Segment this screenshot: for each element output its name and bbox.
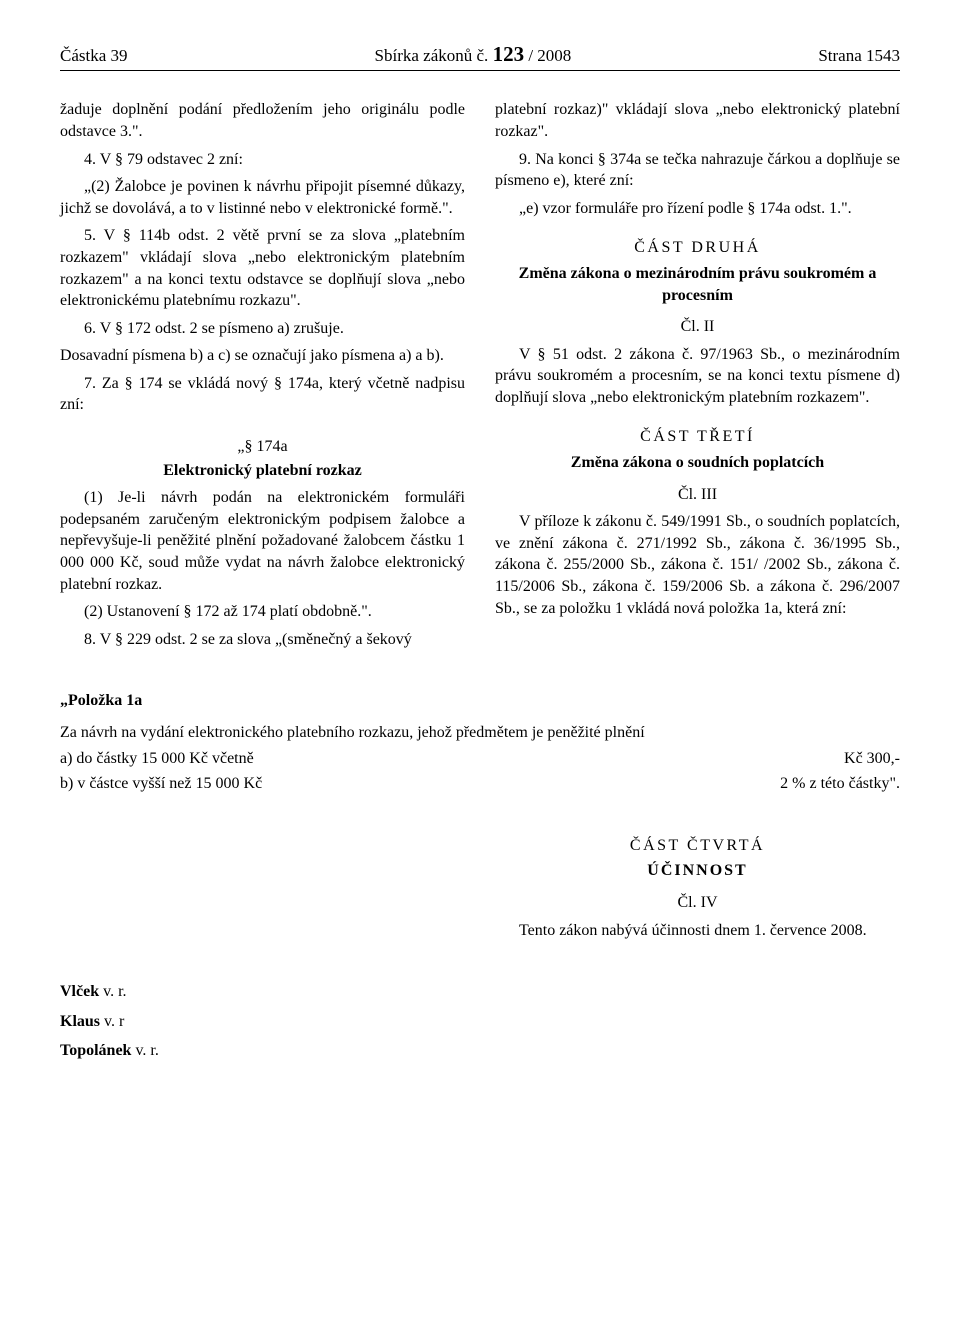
part-subheading: Změna zákona o mezinárodním právu soukro… xyxy=(495,263,900,306)
polozka-title: „Položka 1a xyxy=(60,690,900,712)
header-center: Sbírka zákonů č. 123 / 2008 xyxy=(128,40,819,68)
body-text: 6. V § 172 odst. 2 se písmeno a) zrušuje… xyxy=(60,318,465,340)
body-text: žaduje doplnění podání předložením jeho … xyxy=(60,99,465,142)
section-title: Elektronický platební rozkaz xyxy=(60,460,465,482)
header-issue-number: 123 xyxy=(493,42,525,66)
body-text: 8. V § 229 odst. 2 se za slova „(směnečn… xyxy=(60,629,465,651)
body-text: 7. Za § 174 se vkládá nový § 174a, který… xyxy=(60,373,465,416)
part-subheading: Změna zákona o soudních poplatcích xyxy=(495,452,900,474)
part-heading: ČÁST TŘETÍ xyxy=(495,426,900,448)
body-text: Dosavadní písmena b) a c) se označují ja… xyxy=(60,345,465,367)
article-number: Čl. IV xyxy=(495,892,900,914)
fee-row: a) do částky 15 000 Kč včetně Kč 300,- xyxy=(60,748,900,770)
article-number: Čl. III xyxy=(495,484,900,506)
fee-label: a) do částky 15 000 Kč včetně xyxy=(60,748,814,770)
polozka-block: „Položka 1a Za návrh na vydání elektroni… xyxy=(60,690,900,794)
body-text: platební rozkaz)" vkládají slova „nebo e… xyxy=(495,99,900,142)
right-column: platební rozkaz)" vkládají slova „nebo e… xyxy=(495,99,900,650)
polozka-lead: Za návrh na vydání elektronického plateb… xyxy=(60,722,900,744)
part-heading: ČÁST DRUHÁ xyxy=(495,237,900,259)
signature: Klaus v. r xyxy=(60,1011,900,1033)
header-right: Strana 1543 xyxy=(818,45,900,68)
header-center-suffix: / 2008 xyxy=(524,46,571,65)
body-text: 5. V § 114b odst. 2 větě první se za slo… xyxy=(60,225,465,311)
body-text: 4. V § 79 odstavec 2 zní: xyxy=(60,149,465,171)
body-text: V § 51 odst. 2 zákona č. 97/1963 Sb., o … xyxy=(495,344,900,409)
page-header: Částka 39 Sbírka zákonů č. 123 / 2008 St… xyxy=(60,40,900,71)
body-text: „(2) Žalobce je povinen k návrhu připoji… xyxy=(60,176,465,219)
fee-amount: Kč 300,- xyxy=(814,748,900,770)
body-text: 9. Na konci § 374a se tečka nahrazuje čá… xyxy=(495,149,900,192)
fee-label: b) v částce vyšší než 15 000 Kč xyxy=(60,773,750,795)
fee-row: b) v částce vyšší než 15 000 Kč 2 % z té… xyxy=(60,773,900,795)
header-left: Částka 39 xyxy=(60,45,128,68)
fee-amount: 2 % z této částky". xyxy=(750,773,900,795)
signature: Topolánek v. r. xyxy=(60,1040,900,1062)
body-columns: žaduje doplnění podání předložením jeho … xyxy=(60,99,900,650)
section-number: „§ 174a xyxy=(60,436,465,458)
signatures: Vlček v. r. Klaus v. r Topolánek v. r. xyxy=(60,981,900,1062)
signature: Vlček v. r. xyxy=(60,981,900,1003)
article-number: Čl. II xyxy=(495,316,900,338)
body-text: (1) Je-li návrh podán na elektronickém f… xyxy=(60,487,465,595)
part-heading: ČÁST ČTVRTÁ xyxy=(495,835,900,857)
body-text: Tento zákon nabývá účinnosti dnem 1. čer… xyxy=(495,920,900,942)
body-text: „e) vzor formuláře pro řízení podle § 17… xyxy=(495,198,900,220)
body-text: (2) Ustanovení § 172 až 174 platí obdobn… xyxy=(60,601,465,623)
header-center-prefix: Sbírka zákonů č. xyxy=(375,46,489,65)
part4-block: ČÁST ČTVRTÁ ÚČINNOST Čl. IV Tento zákon … xyxy=(480,835,900,941)
part-subheading: ÚČINNOST xyxy=(495,860,900,882)
body-text: V příloze k zákonu č. 549/1991 Sb., o so… xyxy=(495,511,900,619)
left-column: žaduje doplnění podání předložením jeho … xyxy=(60,99,465,650)
